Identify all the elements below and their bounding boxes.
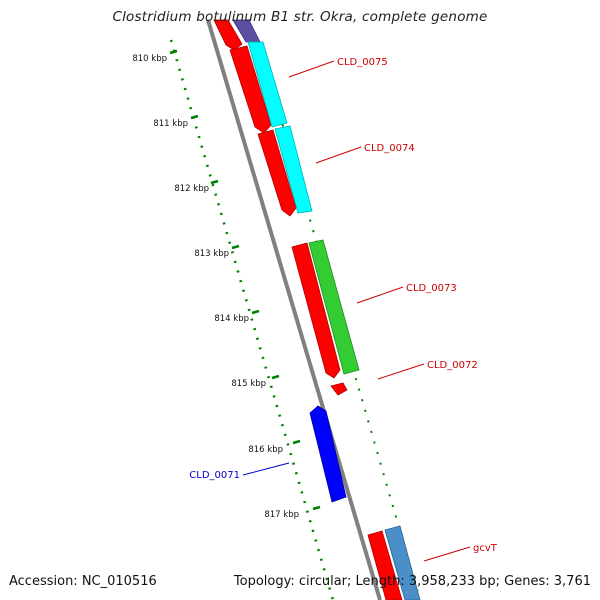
map-title: Clostridium botulinum B1 str. Okra, comp… — [112, 9, 488, 25]
tick-label-812: 812 kbp — [174, 184, 209, 194]
tick-label-813: 813 kbp — [194, 249, 229, 259]
tick-810 — [169, 49, 178, 55]
tick-label-814: 814 kbp — [214, 314, 249, 324]
leader-cld0071 — [242, 462, 290, 476]
ruler-tick-labels: 810 kbp 811 kbp 812 kbp 813 kbp 814 kbp … — [132, 54, 299, 520]
leader-cld0073 — [356, 286, 404, 304]
tick-816 — [292, 439, 301, 445]
tick-817 — [312, 505, 321, 511]
gene-bar-cld0074-red — [257, 129, 297, 217]
tick-814 — [251, 309, 260, 315]
tick-812 — [210, 179, 219, 185]
gene-bar-gcvt-steelblue — [384, 525, 421, 600]
gene-bar-cld0072-red — [330, 382, 348, 396]
gene-bar-cld0075-red — [229, 45, 272, 134]
gene-bar-gcvt-red — [367, 530, 403, 600]
tick-813 — [231, 244, 240, 250]
gene-bar-cld0075-cyan — [247, 41, 288, 128]
backbone — [206, 19, 382, 600]
gene-label-cld0072: CLD_0072 — [427, 360, 478, 371]
tick-label-816: 816 kbp — [248, 445, 283, 455]
tick-label-817: 817 kbp — [264, 510, 299, 520]
gene-bar-cld0074-cyan — [274, 125, 313, 214]
gene-bar-cld0073-green — [308, 239, 360, 375]
gene-bar-cld0073-red — [291, 242, 341, 379]
tick-label-810: 810 kbp — [132, 54, 167, 64]
outer-dotted-ring — [257, 39, 421, 600]
tick-label-815: 815 kbp — [231, 379, 266, 389]
accession-label: Accession: NC_010516 — [9, 574, 157, 589]
ruler-track — [169, 39, 335, 600]
leader-cld0074 — [315, 146, 362, 164]
gene-label-gcvt: gcvT — [473, 543, 498, 554]
leader-cld0075 — [288, 60, 335, 78]
gene-label-cld0075: CLD_0075 — [337, 57, 388, 68]
gene-bar-red-top — [213, 19, 243, 51]
leader-lines — [242, 60, 471, 562]
tick-811 — [190, 114, 199, 120]
gene-bar-cld0071-blue — [309, 405, 347, 503]
leader-cld0072 — [377, 363, 425, 380]
tick-815 — [271, 374, 280, 380]
gene-labels: CLD_0075 CLD_0074 CLD_0073 CLD_0072 CLD_… — [189, 57, 497, 554]
gene-features — [213, 19, 421, 600]
gene-label-cld0074: CLD_0074 — [364, 143, 415, 154]
ruler-ticks — [169, 49, 321, 511]
gene-label-cld0071: CLD_0071 — [189, 470, 240, 481]
tick-label-811: 811 kbp — [153, 119, 188, 129]
leader-gcvt — [423, 546, 471, 562]
gene-label-cld0073: CLD_0073 — [406, 283, 457, 294]
genome-summary-label: Topology: circular; Length: 3,958,233 bp… — [233, 574, 591, 589]
